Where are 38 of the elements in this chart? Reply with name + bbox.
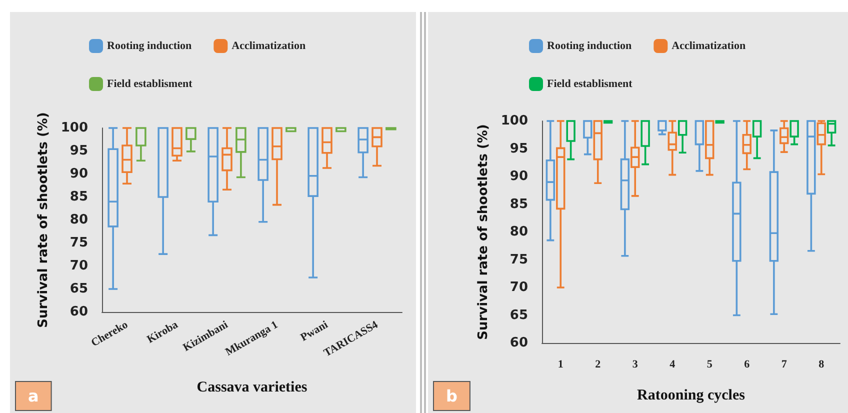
text: b [446,386,458,406]
y-tick-label: 75 [70,236,88,250]
y-tick-label: 75 [510,252,528,268]
y-tick-label: 95 [510,141,528,156]
x-tick-label: 4 [670,358,676,370]
y-axis-title: Survival rate of shootlets (%) [36,112,51,328]
text: a [28,386,39,406]
legend-label: Rooting induction [547,40,632,52]
y-tick-label: 70 [70,258,88,274]
y-tick-label: 90 [510,169,528,184]
y-tick-label: 100 [500,114,528,128]
x-tick-label: 7 [781,358,788,370]
legend-label: Field establisment [547,78,633,90]
y-axis-title: Survival rate of shootlets (%) [476,124,491,340]
x-tick-label: 5 [706,358,713,370]
legend-label: Acclimatization [672,40,746,52]
y-tick-label: 70 [510,280,528,295]
y-tick-label: 85 [70,190,88,204]
y-tick-label: 80 [510,224,528,240]
y-tick-label: 65 [70,282,88,296]
legend-label: Acclimatization [232,40,306,52]
y-tick-label: 85 [510,196,528,212]
x-tick-label: 3 [632,358,638,370]
y-tick-label: 80 [70,212,88,228]
y-tick-label: 90 [70,166,88,182]
y-tick-label: 95 [70,144,88,158]
x-axis-title: Cassava varieties [196,380,308,396]
y-tick-label: 60 [510,336,528,350]
x-tick-label: 6 [744,358,750,370]
x-tick-label: 8 [818,358,825,370]
x-axis-title: Ratooning cycles [637,388,746,404]
legend-label: Rooting induction [107,40,192,52]
x-tick-label: 1 [558,358,564,370]
x-tick-label: 2 [595,358,602,370]
y-tick-label: 60 [70,304,88,320]
legend-label: Field establisment [107,78,193,90]
y-tick-label: 65 [510,308,528,323]
y-tick-label: 100 [60,120,88,136]
